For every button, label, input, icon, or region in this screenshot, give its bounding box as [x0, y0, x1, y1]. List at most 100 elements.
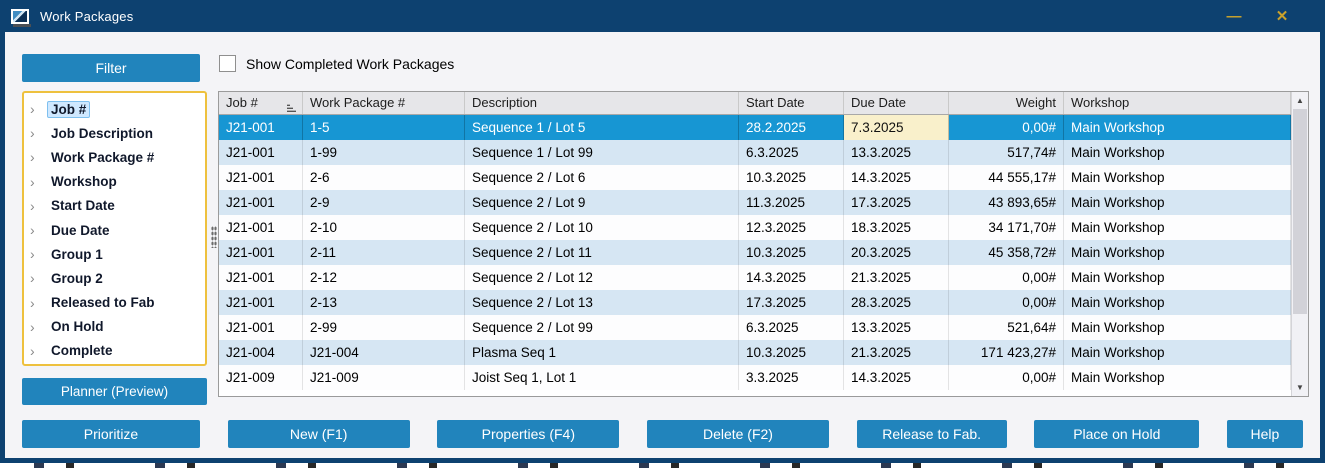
- show-completed-row: Show Completed Work Packages: [219, 55, 454, 72]
- cell-due: 13.3.2025: [844, 315, 949, 340]
- cell-wp: 2-6: [303, 165, 465, 190]
- column-header-label: Weight: [1015, 95, 1056, 110]
- sidebar-item-work-package[interactable]: › Work Package #: [30, 145, 205, 169]
- sidebar-item-job-description[interactable]: › Job Description: [30, 121, 205, 145]
- cell-start: 10.3.2025: [739, 165, 844, 190]
- column-header-work-package[interactable]: Work Package #: [303, 92, 465, 114]
- column-header-label: Description: [472, 95, 538, 110]
- show-completed-label: Show Completed Work Packages: [246, 55, 455, 72]
- table-row[interactable]: J21-001 1-5 Sequence 1 / Lot 5 28.2.2025 7.3…: [219, 115, 1291, 140]
- cell-due: 21.3.2025: [844, 265, 949, 290]
- column-header-label: Workshop: [1071, 95, 1130, 110]
- table-row[interactable]: J21-001 2-9 Sequence 2 / Lot 9 11.3.2025 17.…: [219, 190, 1291, 215]
- chevron-right-icon[interactable]: ›: [30, 149, 35, 166]
- chevron-right-icon[interactable]: ›: [30, 197, 35, 214]
- cell-weight: 45 358,72#: [949, 240, 1064, 265]
- sidebar-item-complete[interactable]: › Complete: [30, 339, 205, 363]
- cell-weight: 517,74#: [949, 140, 1064, 165]
- cell-description: Sequence 2 / Lot 6: [465, 165, 739, 190]
- table-row[interactable]: J21-004 J21-004 Plasma Seq 1 10.3.2025 21.3.…: [219, 340, 1291, 365]
- column-header-start-date[interactable]: Start Date: [739, 92, 844, 114]
- vertical-scrollbar[interactable]: ▲ ▼: [1291, 92, 1308, 396]
- cell-start: 10.3.2025: [739, 340, 844, 365]
- table-row[interactable]: J21-001 2-99 Sequence 2 / Lot 99 6.3.2025 13…: [219, 315, 1291, 340]
- column-header-description[interactable]: Description: [465, 92, 739, 114]
- chevron-right-icon[interactable]: ›: [30, 270, 35, 287]
- chevron-right-icon[interactable]: ›: [30, 246, 35, 263]
- sidebar-item-label: Group 1: [51, 246, 103, 262]
- place-on-hold-button[interactable]: Place on Hold: [1034, 420, 1200, 448]
- new-f1-button[interactable]: New (F1): [227, 420, 410, 448]
- help-button[interactable]: Help: [1226, 420, 1303, 448]
- cell-job: J21-001: [219, 115, 303, 140]
- cell-description: Plasma Seq 1: [465, 340, 739, 365]
- table-row[interactable]: J21-001 2-13 Sequence 2 / Lot 13 17.3.2025 2…: [219, 290, 1291, 315]
- chevron-right-icon[interactable]: ›: [30, 342, 35, 359]
- cell-job: J21-001: [219, 190, 303, 215]
- chevron-right-icon[interactable]: ›: [30, 318, 35, 335]
- splitter-handle[interactable]: [211, 226, 217, 248]
- cell-due: 18.3.2025: [844, 215, 949, 240]
- release-to-fab-button[interactable]: Release to Fab.: [856, 420, 1007, 448]
- footer-button-bar: Prioritize New (F1) Properties (F4) Delete …: [22, 420, 1303, 448]
- sidebar-item-released-to-fab[interactable]: › Released to Fab: [30, 291, 205, 315]
- table-row[interactable]: J21-001 1-99 Sequence 1 / Lot 99 6.3.2025 13…: [219, 140, 1291, 165]
- column-header-due-date[interactable]: Due Date: [844, 92, 949, 114]
- background-window-cutoff: [0, 463, 1325, 468]
- column-header-weight[interactable]: Weight: [949, 92, 1064, 114]
- cell-job: J21-001: [219, 215, 303, 240]
- table-row[interactable]: J21-009 J21-009 Joist Seq 1, Lot 1 3.3.2025…: [219, 365, 1291, 390]
- cell-weight: 0,00#: [949, 365, 1064, 390]
- scroll-down-icon[interactable]: ▼: [1296, 383, 1304, 392]
- cell-start: 6.3.2025: [739, 140, 844, 165]
- properties-f4-button[interactable]: Properties (F4): [437, 420, 620, 448]
- sidebar-item-label: Work Package #: [51, 149, 155, 165]
- close-icon[interactable]: ✕: [1275, 8, 1289, 25]
- cell-weight: 34 171,70#: [949, 215, 1064, 240]
- filter-button[interactable]: Filter: [22, 54, 200, 82]
- prioritize-button[interactable]: Prioritize: [22, 420, 200, 448]
- planner-preview-button[interactable]: Planner (Preview): [22, 378, 207, 405]
- sidebar-item-label: Job #: [47, 100, 91, 118]
- chevron-right-icon[interactable]: ›: [30, 173, 35, 190]
- cell-job: J21-004: [219, 340, 303, 365]
- cell-wp: 2-13: [303, 290, 465, 315]
- cell-wp: 1-5: [303, 115, 465, 140]
- cell-job: J21-001: [219, 290, 303, 315]
- chevron-right-icon[interactable]: ›: [30, 125, 35, 142]
- cell-job: J21-001: [219, 240, 303, 265]
- cell-start: 10.3.2025: [739, 240, 844, 265]
- cell-workshop: Main Workshop: [1064, 140, 1291, 165]
- sidebar-item-label: Job Description: [51, 125, 154, 141]
- show-completed-checkbox[interactable]: [219, 55, 236, 72]
- column-header-job[interactable]: Job #: [219, 92, 303, 114]
- delete-f2-button[interactable]: Delete (F2): [646, 420, 829, 448]
- table-row[interactable]: J21-001 2-10 Sequence 2 / Lot 10 12.3.2025 1…: [219, 215, 1291, 240]
- filter-tree: › Job # › Job Description › Work Package # › Wo…: [22, 91, 207, 366]
- table-row[interactable]: J21-001 2-6 Sequence 2 / Lot 6 10.3.2025 14.…: [219, 165, 1291, 190]
- cell-description: Sequence 2 / Lot 99: [465, 315, 739, 340]
- sidebar-item-start-date[interactable]: › Start Date: [30, 194, 205, 218]
- sidebar-item-group-2[interactable]: › Group 2: [30, 266, 205, 290]
- column-header-workshop[interactable]: Workshop: [1064, 92, 1291, 114]
- table-row[interactable]: J21-001 2-12 Sequence 2 / Lot 12 14.3.2025 2…: [219, 265, 1291, 290]
- scrollbar-thumb[interactable]: [1293, 109, 1307, 314]
- cell-due: 21.3.2025: [844, 340, 949, 365]
- cell-wp: J21-004: [303, 340, 465, 365]
- cell-start: 14.3.2025: [739, 265, 844, 290]
- sidebar-item-workshop[interactable]: › Workshop: [30, 170, 205, 194]
- sidebar-item-job[interactable]: › Job #: [30, 97, 205, 121]
- scroll-up-icon[interactable]: ▲: [1296, 96, 1304, 105]
- sidebar-item-label: Start Date: [51, 198, 115, 214]
- chevron-right-icon[interactable]: ›: [30, 294, 35, 311]
- chevron-right-icon[interactable]: ›: [30, 101, 35, 118]
- sidebar-item-group-1[interactable]: › Group 1: [30, 242, 205, 266]
- sidebar-item-due-date[interactable]: › Due Date: [30, 218, 205, 242]
- minimize-icon[interactable]: —: [1226, 7, 1242, 25]
- sidebar-item-on-hold[interactable]: › On Hold: [30, 315, 205, 339]
- cell-workshop: Main Workshop: [1064, 240, 1291, 265]
- cell-workshop: Main Workshop: [1064, 190, 1291, 215]
- table-row[interactable]: J21-001 2-11 Sequence 2 / Lot 11 10.3.2025 2…: [219, 240, 1291, 265]
- chevron-right-icon[interactable]: ›: [30, 222, 35, 239]
- cell-workshop: Main Workshop: [1064, 165, 1291, 190]
